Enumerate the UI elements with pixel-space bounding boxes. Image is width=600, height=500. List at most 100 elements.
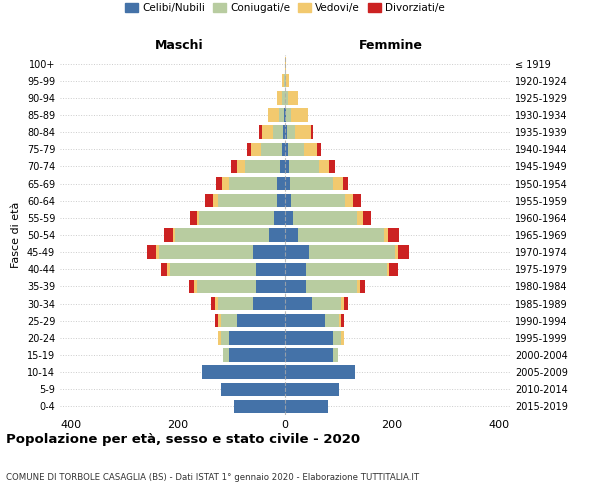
Bar	[261, 142, 283, 156]
Bar	[353, 194, 361, 207]
Bar	[358, 280, 360, 293]
Bar	[345, 194, 353, 207]
Bar	[341, 331, 344, 344]
Bar	[199, 211, 274, 224]
Bar	[251, 142, 261, 156]
Bar	[388, 228, 399, 241]
Text: Maschi: Maschi	[155, 40, 203, 52]
Bar	[360, 280, 365, 293]
Bar	[287, 91, 298, 104]
Bar	[311, 126, 313, 139]
Bar	[223, 348, 229, 362]
Bar	[175, 228, 269, 241]
Bar	[298, 228, 384, 241]
Bar	[170, 262, 256, 276]
Bar	[215, 314, 218, 328]
Bar	[284, 74, 285, 88]
Text: Popolazione per età, sesso e stato civile - 2020: Popolazione per età, sesso e stato civil…	[6, 432, 360, 446]
Bar	[223, 177, 229, 190]
Bar	[256, 262, 285, 276]
Bar	[218, 297, 253, 310]
Bar	[280, 160, 285, 173]
Text: Femmine: Femmine	[359, 40, 423, 52]
Bar	[285, 57, 286, 70]
Bar	[286, 108, 292, 122]
Bar	[147, 246, 157, 259]
Bar	[194, 280, 197, 293]
Bar	[285, 160, 289, 173]
Bar	[274, 211, 285, 224]
Bar	[285, 91, 287, 104]
Bar	[309, 246, 395, 259]
Bar	[218, 331, 221, 344]
Bar	[215, 297, 218, 310]
Bar	[283, 91, 285, 104]
Bar	[344, 297, 348, 310]
Bar	[285, 280, 307, 293]
Bar	[285, 177, 290, 190]
Bar	[329, 160, 335, 173]
Bar	[262, 126, 272, 139]
Bar	[229, 348, 285, 362]
Bar	[341, 297, 344, 310]
Bar	[333, 331, 341, 344]
Bar	[256, 280, 285, 293]
Bar	[285, 194, 292, 207]
Bar	[157, 246, 159, 259]
Bar	[307, 262, 387, 276]
Bar	[338, 314, 341, 328]
Bar	[269, 228, 285, 241]
Bar	[173, 228, 175, 241]
Bar	[283, 126, 285, 139]
Bar	[164, 228, 173, 241]
Bar	[159, 246, 253, 259]
Bar	[285, 348, 333, 362]
Bar	[293, 211, 358, 224]
Bar	[384, 228, 388, 241]
Bar	[290, 177, 333, 190]
Bar	[232, 160, 237, 173]
Bar	[190, 211, 197, 224]
Bar	[292, 108, 308, 122]
Bar	[295, 126, 311, 139]
Bar	[218, 314, 221, 328]
Bar	[218, 194, 277, 207]
Bar	[304, 142, 317, 156]
Bar	[234, 400, 285, 413]
Bar	[307, 280, 358, 293]
Bar	[268, 108, 278, 122]
Bar	[202, 366, 285, 379]
Bar	[285, 331, 333, 344]
Bar	[197, 280, 256, 293]
Bar	[317, 142, 322, 156]
Bar	[253, 246, 285, 259]
Bar	[285, 366, 355, 379]
Bar	[161, 262, 167, 276]
Bar	[221, 331, 229, 344]
Bar	[285, 126, 287, 139]
Bar	[343, 177, 348, 190]
Bar	[205, 194, 212, 207]
Bar	[259, 126, 262, 139]
Bar	[358, 211, 362, 224]
Bar	[188, 280, 194, 293]
Bar	[272, 126, 283, 139]
Bar	[229, 177, 277, 190]
Y-axis label: Fasce di età: Fasce di età	[11, 202, 21, 268]
Bar	[333, 348, 337, 362]
Bar	[283, 74, 284, 88]
Bar	[285, 108, 286, 122]
Bar	[292, 194, 345, 207]
Bar	[319, 160, 329, 173]
Bar	[286, 74, 289, 88]
Bar	[247, 142, 251, 156]
Bar	[285, 314, 325, 328]
Bar	[312, 297, 341, 310]
Bar	[221, 314, 237, 328]
Bar	[283, 142, 285, 156]
Bar	[362, 211, 371, 224]
Bar	[285, 228, 298, 241]
Bar	[287, 126, 295, 139]
Bar	[277, 194, 285, 207]
Bar	[277, 177, 285, 190]
